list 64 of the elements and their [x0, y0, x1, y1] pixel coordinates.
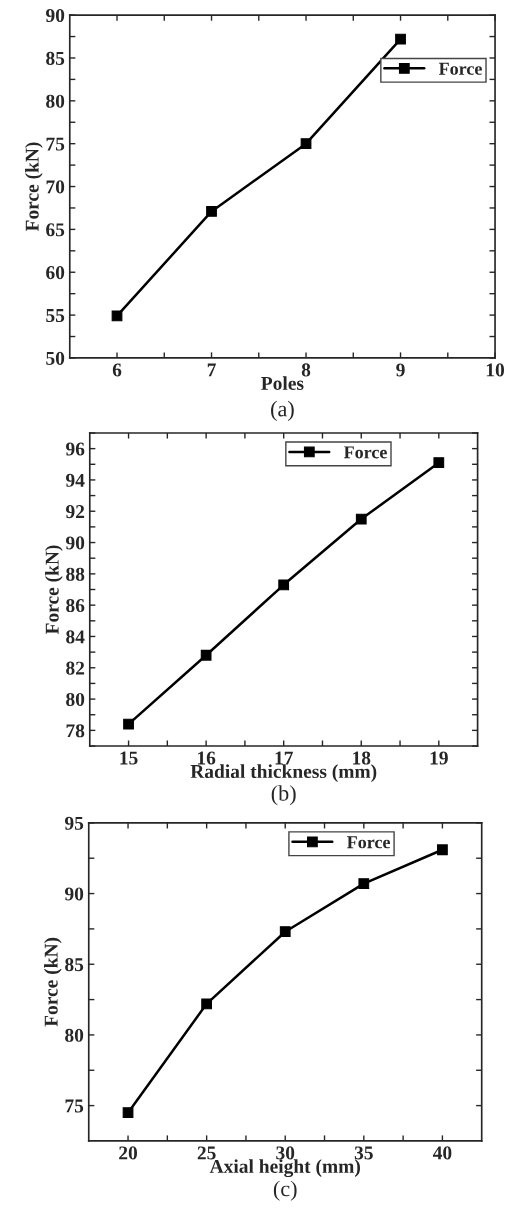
- legend-label: Force: [347, 836, 391, 849]
- y-tick-label: 70: [46, 180, 65, 194]
- text: (b): [271, 785, 296, 806]
- x-tick-label: 10: [486, 363, 505, 377]
- y-tick-label: 84: [66, 630, 85, 644]
- y-tick-label: 85: [46, 51, 65, 65]
- point: [395, 33, 406, 45]
- x-tick-label: 25: [197, 1146, 216, 1160]
- y-tick-label: 80: [46, 94, 65, 108]
- text: (c): [273, 1180, 297, 1201]
- x-tick-label: 8: [301, 363, 311, 377]
- y-tick-label: 88: [66, 567, 85, 581]
- y-tick-label: 50: [46, 351, 65, 365]
- y-tick-label: 90: [45, 8, 65, 23]
- x-tick-label: 17: [275, 751, 293, 765]
- x-tick-label: 20: [119, 1146, 138, 1160]
- point: [433, 457, 445, 469]
- point: [279, 926, 291, 938]
- y-tick-label: 90: [66, 536, 85, 550]
- x-tick-label: 16: [197, 751, 216, 765]
- y-tick-label: 94: [66, 473, 85, 487]
- x-axis-title: Poles: [261, 376, 304, 390]
- x-tick-label: 35: [354, 1146, 373, 1160]
- text: (a): [271, 400, 294, 421]
- y-tick-label: 95: [64, 816, 84, 830]
- y-tick-label: 92: [66, 505, 85, 519]
- x-tick-label: 18: [353, 751, 371, 765]
- point: [201, 998, 213, 1010]
- x-axis-title: Radial thickness (mm): [190, 764, 377, 782]
- x-tick-label: 15: [120, 751, 138, 765]
- y-tick-label: 80: [66, 692, 85, 707]
- point: [278, 579, 290, 591]
- y-tick-label: 75: [46, 137, 65, 151]
- legend-label: Force: [438, 62, 482, 75]
- y-axis-title: Force (kN): [45, 545, 63, 635]
- y-tick-label: 75: [65, 1099, 84, 1113]
- point: [206, 206, 217, 217]
- x-tick-label: 6: [112, 363, 122, 377]
- legend-label: Force: [343, 446, 387, 459]
- point: [123, 718, 134, 730]
- x-tick-label: 40: [432, 1146, 452, 1160]
- x-tick-label: 9: [396, 363, 405, 377]
- y-tick-label: 80: [65, 1028, 84, 1042]
- y-tick-label: 60: [46, 266, 65, 280]
- y-tick-label: 86: [66, 598, 85, 613]
- point: [358, 878, 370, 890]
- x-tick-label: 30: [276, 1146, 295, 1160]
- y-tick-label: 55: [46, 309, 65, 323]
- y-tick-label: 96: [66, 442, 85, 456]
- point: [300, 138, 312, 150]
- y-tick-label: 85: [65, 958, 84, 972]
- y-axis-title: Force (kN): [25, 142, 43, 232]
- y-tick-label: 90: [64, 887, 84, 901]
- x-tick-label: 7: [207, 363, 216, 377]
- x-tick-label: 19: [430, 751, 448, 765]
- y-tick-label: 65: [46, 223, 65, 237]
- y-tick-label: 78: [66, 724, 85, 738]
- point: [355, 513, 367, 525]
- y-tick-label: 82: [66, 661, 85, 675]
- point: [122, 1107, 134, 1119]
- x-axis-title: Axial height (mm): [209, 1159, 360, 1178]
- point: [200, 649, 212, 661]
- y-axis-title: Force (kN): [44, 937, 62, 1027]
- point: [437, 844, 448, 856]
